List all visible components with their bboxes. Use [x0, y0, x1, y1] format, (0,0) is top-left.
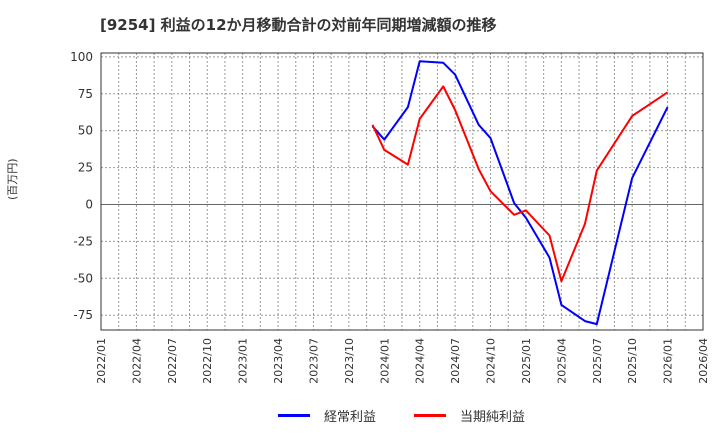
- svg-text:2026/01: 2026/01: [662, 338, 675, 384]
- svg-text:2022/04: 2022/04: [130, 338, 143, 384]
- svg-text:2022/10: 2022/10: [201, 338, 214, 384]
- svg-text:2025/07: 2025/07: [591, 338, 604, 384]
- legend-swatch-blue: [278, 414, 310, 417]
- svg-text:2025/10: 2025/10: [626, 338, 639, 384]
- svg-text:-25: -25: [73, 234, 93, 248]
- svg-text:2024/01: 2024/01: [378, 338, 391, 384]
- legend: 経常利益 当期純利益: [278, 406, 525, 425]
- legend-label: 当期純利益: [460, 410, 526, 425]
- svg-text:2023/04: 2023/04: [272, 338, 285, 384]
- legend-swatch-red: [414, 414, 447, 417]
- svg-text:2026/04: 2026/04: [697, 338, 710, 384]
- svg-text:75: 75: [78, 87, 93, 101]
- svg-text:2022/07: 2022/07: [166, 338, 179, 384]
- svg-text:2023/01: 2023/01: [237, 338, 250, 384]
- svg-text:0: 0: [85, 198, 93, 212]
- chart-title: [9254] 利益の12か月移動合計の対前年同期増減額の推移: [100, 16, 497, 34]
- legend-label: 経常利益: [324, 410, 377, 425]
- svg-text:2024/07: 2024/07: [449, 338, 462, 384]
- svg-text:50: 50: [78, 124, 93, 138]
- legend-item-net-profit: 当期純利益: [414, 406, 525, 425]
- svg-text:2025/01: 2025/01: [520, 338, 533, 384]
- svg-text:25: 25: [78, 161, 93, 175]
- svg-text:2025/04: 2025/04: [555, 338, 568, 384]
- svg-text:-50: -50: [73, 271, 93, 285]
- svg-text:2023/10: 2023/10: [343, 338, 356, 384]
- svg-text:100: 100: [70, 50, 93, 64]
- legend-item-ordinary-profit: 経常利益: [278, 406, 376, 425]
- svg-text:-75: -75: [73, 308, 93, 322]
- svg-text:2023/07: 2023/07: [307, 338, 320, 384]
- svg-text:2022/01: 2022/01: [95, 338, 108, 384]
- svg-text:2024/04: 2024/04: [414, 338, 427, 384]
- svg-text:2024/10: 2024/10: [485, 338, 498, 384]
